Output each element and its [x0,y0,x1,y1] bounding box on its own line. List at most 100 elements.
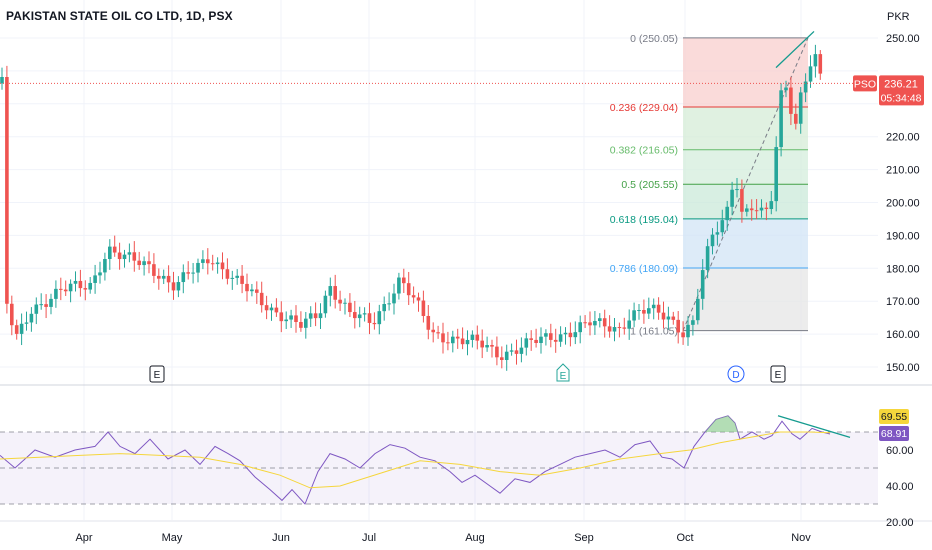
rsi-axis-label: 40.00 [886,481,914,493]
candle-body [367,313,372,323]
candle-body [34,304,39,314]
candle-body [29,313,34,323]
chart-title: PAKISTAN STATE OIL CO LTD, 1D, PSX [6,9,233,23]
candle-body [397,277,401,294]
candle-body [681,332,685,338]
time-axis-label: Jun [272,532,290,544]
dividend-marker-label: D [732,370,739,381]
candle-body [544,333,548,337]
candle-body [529,338,533,340]
candle-body [176,282,181,291]
candle-body [230,277,235,279]
candle-body [206,259,210,264]
candle-body [44,304,48,307]
candle-body [784,87,788,91]
candle-body [500,357,504,360]
candle-body [382,303,386,312]
candle-body [19,323,24,334]
candle-body [534,339,538,343]
candle-body [152,264,156,276]
candle-body [191,272,195,274]
candle-body [201,259,205,263]
candle-body [617,327,622,329]
candle-body [83,288,88,290]
candle-body [63,289,68,292]
candle-body [808,66,813,82]
candle-body [108,246,112,259]
time-axis-label: Nov [791,532,811,544]
candle-body [308,313,313,319]
earnings-marker-icon [770,365,786,383]
candle-body [289,315,293,320]
candle-body [181,272,186,283]
candle-body [68,283,73,292]
candle-body [735,189,739,191]
candle-body [676,319,680,333]
candle-body [745,208,749,212]
candle-body [328,286,333,296]
candle-body [353,312,357,319]
fib-level-label: 0.382 (216.05) [610,145,678,157]
candle-body [730,189,734,207]
candle-body [416,297,421,301]
candle-body [764,207,769,210]
rsi-axis-label: 60.00 [886,445,914,457]
candle-body [117,252,122,260]
rsi-trendline [777,415,851,439]
candle-body [411,295,416,298]
candle-body [59,288,63,290]
fib-zone [683,184,808,219]
candle-body [671,316,676,320]
candle-body [142,261,146,266]
candle-body [558,334,563,342]
candles [0,44,823,371]
candle-body [10,303,14,326]
candle-body [514,350,519,354]
time-axis-label: Oct [676,532,693,544]
candle-body [240,275,244,284]
candle-body [794,113,798,124]
candle-body [642,310,646,314]
price-axis-label: 170.00 [886,296,920,308]
candle-body [78,280,83,289]
time-axis-label: Jul [362,532,376,544]
candle-body [127,252,132,255]
candle-body [73,280,78,284]
candle-body [740,189,744,212]
price-axis-label: 220.00 [886,132,920,144]
candle-body [215,262,220,265]
candle-body [632,310,636,321]
candle-body [186,272,190,274]
candle-body [122,254,127,260]
candle-body [818,54,823,74]
dividend-marker-icon [727,365,745,383]
price-trendline [775,30,815,69]
candle-body [299,322,303,328]
earnings-marker-label: E [775,370,782,381]
price-axis-label: 200.00 [886,198,920,210]
candle-body [103,258,107,273]
candle-body [460,338,465,345]
candle-body [470,334,475,340]
candle-body [54,288,58,299]
candle-body [264,305,269,311]
candle-body [798,92,803,124]
candle-body [24,322,29,324]
candle-body [705,246,710,271]
candle-body [147,261,151,265]
candle-body [553,339,558,342]
candle-body [666,316,671,320]
candle-body [602,318,607,327]
candle-body [578,322,582,333]
candle-body [539,336,543,343]
candle-body [132,252,137,261]
candle-body [490,345,494,347]
rsi-axis-label: 20.00 [886,517,914,529]
currency-label: PKR [887,11,910,23]
fib-zone [683,37,808,107]
candle-body [245,283,249,292]
candle-body [475,334,480,341]
candle-body [14,325,19,334]
candle-body [789,87,793,114]
